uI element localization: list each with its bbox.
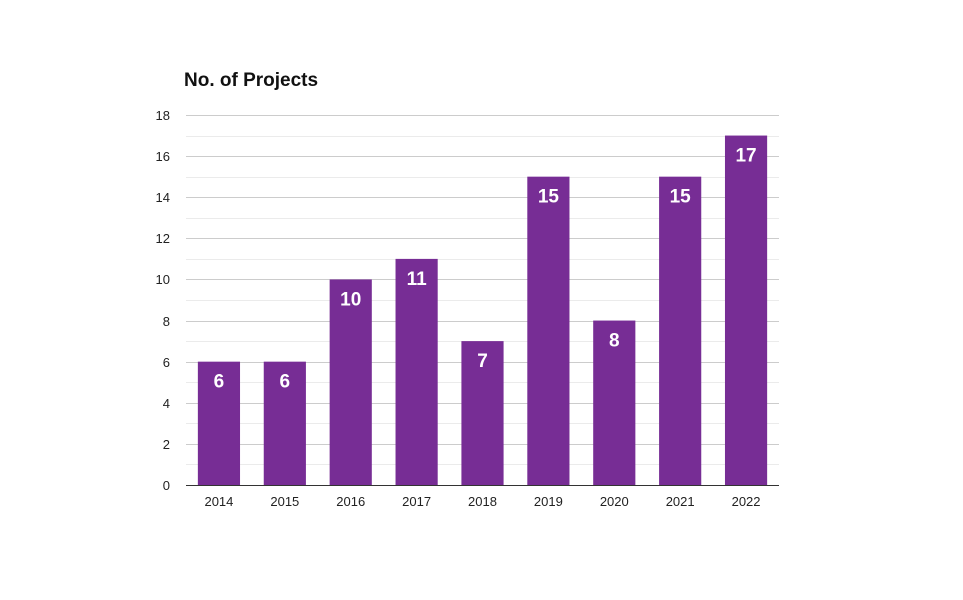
y-tick-label: 0 <box>163 478 170 493</box>
x-tick-label: 2022 <box>732 494 761 509</box>
bar-2016 <box>329 279 372 485</box>
data-label-2020: 8 <box>609 331 620 352</box>
data-label-2015: 6 <box>280 372 291 393</box>
x-axis-ticks: 2014 2015 2016 2017 2018 2019 2020 2021 2022 <box>204 494 760 509</box>
chart-title: No. of Projects <box>184 70 318 91</box>
y-tick-label: 10 <box>156 272 170 287</box>
y-tick-label: 8 <box>163 314 170 329</box>
bar-2021 <box>659 176 702 485</box>
y-tick-label: 18 <box>156 108 170 123</box>
x-tick-label: 2018 <box>468 494 497 509</box>
data-label-2014: 6 <box>214 372 225 393</box>
x-tick-label: 2021 <box>666 494 695 509</box>
data-label-2021: 15 <box>670 187 692 208</box>
y-axis-ticks: 0 2 4 6 8 10 12 14 16 18 <box>156 108 170 493</box>
bars <box>197 135 768 486</box>
bar-2015 <box>263 361 306 485</box>
data-label-2019: 15 <box>538 187 560 208</box>
y-tick-label: 2 <box>163 437 170 452</box>
bar-2017 <box>395 258 438 485</box>
data-label-2016: 10 <box>340 289 361 310</box>
y-tick-label: 12 <box>156 231 170 246</box>
y-tick-label: 6 <box>163 355 170 370</box>
x-tick-label: 2019 <box>534 494 563 509</box>
y-tick-label: 14 <box>156 190 170 205</box>
x-tick-label: 2016 <box>336 494 365 509</box>
x-tick-label: 2014 <box>204 494 233 509</box>
data-label-2018: 7 <box>477 351 488 372</box>
x-tick-label: 2015 <box>270 494 299 509</box>
y-tick-label: 4 <box>163 396 170 411</box>
x-tick-label: 2017 <box>402 494 431 509</box>
data-label-2017: 11 <box>407 269 428 290</box>
x-tick-label: 2020 <box>600 494 629 509</box>
bar-2014 <box>197 361 241 485</box>
bar-2022 <box>724 135 768 486</box>
data-label-2022: 17 <box>735 146 756 167</box>
y-tick-label: 16 <box>156 149 170 164</box>
bar-2019 <box>527 176 570 485</box>
bar-2020 <box>593 320 636 485</box>
data-labels: 6 6 10 11 7 15 8 15 17 <box>214 146 757 393</box>
bar-2018 <box>461 341 504 485</box>
